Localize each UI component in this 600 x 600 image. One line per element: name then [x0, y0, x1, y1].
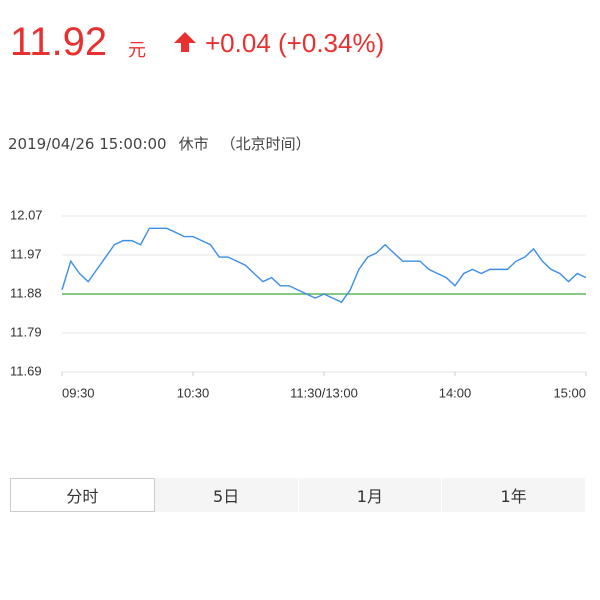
x-tick-label: 14:00	[439, 385, 472, 400]
period-tab[interactable]: 分时	[10, 478, 155, 512]
period-tab[interactable]: 1年	[442, 478, 586, 512]
period-tab[interactable]: 1月	[298, 478, 443, 512]
price: 11.92	[10, 20, 108, 64]
x-tick-label: 09:30	[62, 385, 95, 400]
price-change: +0.04 (+0.34%)	[205, 28, 385, 58]
price-line	[61, 227, 587, 304]
status-line: 2019/04/26 15:00:00 休市 （北京时间）	[8, 133, 323, 154]
y-tick-label: 11.88	[10, 285, 42, 300]
intraday-chart: 12.07 11.97 11.88 11.79 11.69 09:30 10:30 11:30…	[10, 207, 587, 400]
price-unit: 元	[128, 40, 146, 61]
x-tick-label: 10:30	[177, 385, 210, 400]
y-tick-label: 12.07	[10, 207, 43, 222]
x-tick-label: 15:00	[553, 385, 586, 400]
timestamp: 2019/04/26 15:00:00	[8, 135, 167, 153]
timezone-note: （北京时间）	[220, 135, 311, 153]
up-arrow	[174, 32, 196, 52]
market-state: 休市	[178, 135, 209, 153]
y-tick-label: 11.69	[10, 363, 42, 378]
y-tick-label: 11.79	[10, 324, 42, 339]
period-tabs: 分时 5日 1月 1年	[10, 478, 586, 512]
y-tick-label: 11.97	[10, 246, 42, 261]
x-tick-label: 11:30/13:00	[290, 385, 358, 400]
period-tab[interactable]: 5日	[154, 478, 299, 512]
